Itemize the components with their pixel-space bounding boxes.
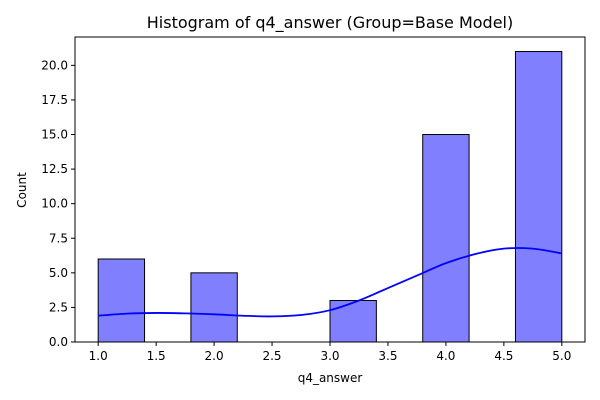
histogram-bar xyxy=(514,51,563,343)
y-tick-label: 0.0 xyxy=(49,335,68,349)
x-tick-label: 2.5 xyxy=(262,349,281,363)
x-tick-label: 1.0 xyxy=(89,349,108,363)
x-tick-label: 4.5 xyxy=(494,349,513,363)
y-tick-label: 2.5 xyxy=(49,300,68,314)
plot-frame xyxy=(74,36,586,343)
chart-title: Histogram of q4_answer (Group=Base Model… xyxy=(147,13,514,33)
bars-group xyxy=(97,51,563,343)
x-axis-ticks: 1.0 1.5 2.0 2.5 3.0 3.5 4.0 4.5 5.0 xyxy=(89,342,571,363)
histogram-bar xyxy=(422,134,470,343)
x-tick-label: 1.5 xyxy=(147,349,166,363)
x-tick-label: 3.5 xyxy=(378,349,397,363)
x-tick-label: 4.0 xyxy=(436,349,455,363)
y-tick-label: 15.0 xyxy=(41,128,68,142)
x-tick-label: 2.0 xyxy=(205,349,224,363)
y-tick-label: 5.0 xyxy=(49,266,68,280)
y-tick-label: 17.5 xyxy=(41,93,68,107)
histogram-bar xyxy=(190,272,238,343)
y-axis-ticks: 0.0 2.5 5.0 7.5 10.0 12.5 15.0 17.5 20.0 xyxy=(41,58,75,349)
y-tick-label: 12.5 xyxy=(41,162,68,176)
y-tick-label: 10.0 xyxy=(41,197,68,211)
y-tick-label: 20.0 xyxy=(41,58,68,72)
y-tick-label: 7.5 xyxy=(49,231,68,245)
kde-curve xyxy=(98,247,562,318)
x-tick-label: 3.0 xyxy=(320,349,339,363)
x-axis-label: q4_answer xyxy=(298,371,363,385)
x-tick-label: 5.0 xyxy=(552,349,571,363)
y-axis-label: Count xyxy=(15,172,29,208)
histogram-bar xyxy=(329,300,377,343)
histogram-bar xyxy=(97,258,146,343)
